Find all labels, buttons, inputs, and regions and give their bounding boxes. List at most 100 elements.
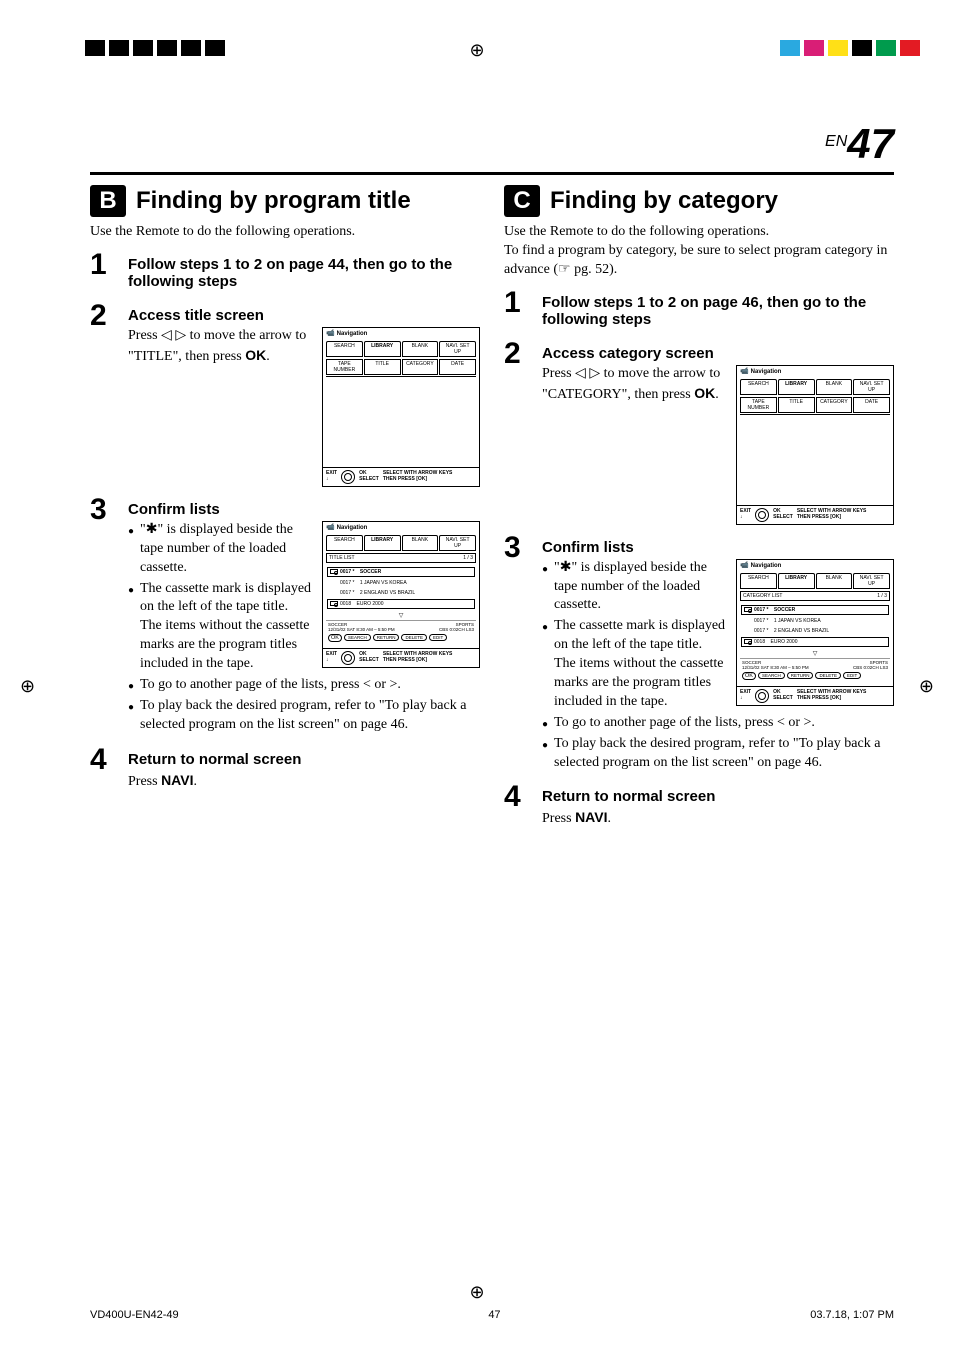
step-c1: 1 Follow steps 1 to 2 on page 46, then g… <box>504 288 894 331</box>
registration-mark-left: ⊕ <box>20 676 35 697</box>
intro-c: Use the Remote to do the following opera… <box>504 223 894 280</box>
tab: BLANK <box>402 535 439 551</box>
tab: TITLE <box>364 359 401 375</box>
step-heading: Return to normal screen <box>542 788 894 805</box>
nav-diagram-c-list: Navigation SEARCH LIBRARY BLANK NAVI. SE… <box>736 559 894 706</box>
step-heading: Follow steps 1 to 2 on page 46, then go … <box>542 294 894 328</box>
print-marks-top: ⊕ <box>0 0 954 70</box>
bullets: "✱" is displayed beside the tape number … <box>128 521 312 674</box>
nav-diagram-b-list: Navigation SEARCH LIBRARY BLANK NAVI. SE… <box>322 521 480 668</box>
tab: CATEGORY <box>402 359 439 375</box>
tab: BLANK <box>402 341 439 357</box>
title-c: Finding by category <box>550 187 778 215</box>
step-text: Press ◁ ▷ to move the arrow to "TITLE", … <box>128 327 312 367</box>
tab: NAVI. SET UP <box>439 341 476 357</box>
tab: LIBRARY <box>364 535 401 551</box>
cb <box>876 40 896 56</box>
cb <box>157 40 177 56</box>
bullets-cont: To go to another page of the lists, pres… <box>128 676 480 735</box>
step-num: 2 <box>90 301 114 487</box>
step-num: 1 <box>504 288 528 331</box>
tab: LIBRARY <box>364 341 401 357</box>
step-num: 3 <box>90 495 114 737</box>
title-b: Finding by program title <box>136 187 411 215</box>
step-heading: Follow steps 1 to 2 on page 44, then go … <box>128 256 480 290</box>
tab: CATEGORY <box>816 397 853 413</box>
step-num: 4 <box>90 745 114 792</box>
rule-top <box>90 172 894 175</box>
tab: BLANK <box>816 379 853 395</box>
bullet: The cassette mark is displayed on the le… <box>542 617 726 711</box>
step-b2: 2 Access title screen Press ◁ ▷ to move … <box>90 301 480 487</box>
en-label: EN <box>825 133 847 150</box>
step-b1: 1 Follow steps 1 to 2 on page 44, then g… <box>90 250 480 293</box>
dial-icon <box>341 470 355 484</box>
bullet: To go to another page of the lists, pres… <box>542 714 894 733</box>
step-heading: Return to normal screen <box>128 751 480 768</box>
step-heading: Confirm lists <box>542 539 894 556</box>
tab: LIBRARY <box>778 379 815 395</box>
nav-diagram-c-category: Navigation SEARCH LIBRARY BLANK NAVI. SE… <box>736 365 894 525</box>
dial-icon <box>341 651 355 665</box>
badge-c: C <box>504 185 540 217</box>
column-b: B Finding by program title Use the Remot… <box>90 185 480 837</box>
tab: SEARCH <box>740 379 777 395</box>
intro-b: Use the Remote to do the following opera… <box>90 223 480 242</box>
nav-title: Navigation <box>737 560 893 570</box>
bullet: "✱" is displayed beside the tape number … <box>542 559 726 616</box>
bullet: "✱" is displayed beside the tape number … <box>128 521 312 578</box>
tab: TAPE NUMBER <box>326 359 363 375</box>
step-num: 4 <box>504 782 528 829</box>
step-num: 1 <box>90 250 114 293</box>
step-heading: Access title screen <box>128 307 480 324</box>
color-strip-right <box>780 40 924 56</box>
bullets-cont: To go to another page of the lists, pres… <box>542 714 894 773</box>
tab: SEARCH <box>740 573 777 589</box>
registration-mark-top: ⊕ <box>469 40 484 61</box>
step-text: Press ◁ ▷ to move the arrow to "CATEGORY… <box>542 365 726 405</box>
color-strip-left <box>85 40 229 56</box>
cb <box>828 40 848 56</box>
step-c2: 2 Access category screen Press ◁ ▷ to mo… <box>504 339 894 525</box>
registration-mark-bottom: ⊕ <box>469 1282 484 1303</box>
step-heading: Access category screen <box>542 345 894 362</box>
tab: SEARCH <box>326 341 363 357</box>
cb <box>109 40 129 56</box>
cb <box>804 40 824 56</box>
tab: DATE <box>439 359 476 375</box>
badge-b: B <box>90 185 126 217</box>
cb <box>852 40 872 56</box>
tab: NAVI. SET UP <box>853 379 890 395</box>
column-c: C Finding by category Use the Remote to … <box>504 185 894 837</box>
step-c3: 3 Confirm lists "✱" is displayed beside … <box>504 533 894 775</box>
bullet: To play back the desired program, refer … <box>128 697 480 735</box>
tab: TAPE NUMBER <box>740 397 777 413</box>
footer-center: 47 <box>488 1309 500 1321</box>
cb <box>780 40 800 56</box>
nav-title: Navigation <box>737 366 893 376</box>
step-heading: Confirm lists <box>128 501 480 518</box>
dial-icon <box>755 689 769 703</box>
tab: TITLE <box>778 397 815 413</box>
tab: DATE <box>853 397 890 413</box>
footer-left: VD400U-EN42-49 <box>90 1309 179 1321</box>
step-b3: 3 Confirm lists "✱" is displayed beside … <box>90 495 480 737</box>
nav-title: Navigation <box>323 522 479 532</box>
step-num: 3 <box>504 533 528 775</box>
tab: NAVI. SET UP <box>853 573 890 589</box>
registration-mark-right: ⊕ <box>919 676 934 697</box>
nav-diagram-b-title: Navigation SEARCH LIBRARY BLANK NAVI. SE… <box>322 327 480 487</box>
cb <box>181 40 201 56</box>
tab: NAVI. SET UP <box>439 535 476 551</box>
cb <box>133 40 153 56</box>
tab: BLANK <box>816 573 853 589</box>
bullet: The cassette mark is displayed on the le… <box>128 580 312 674</box>
bullet: To go to another page of the lists, pres… <box>128 676 480 695</box>
bullet: To play back the desired program, refer … <box>542 735 894 773</box>
step-b4: 4 Return to normal screen Press NAVI. <box>90 745 480 792</box>
cb <box>205 40 225 56</box>
footer-right: 03.7.18, 1:07 PM <box>810 1309 894 1321</box>
page-num: 47 <box>847 120 894 167</box>
tab: SEARCH <box>326 535 363 551</box>
step-c4: 4 Return to normal screen Press NAVI. <box>504 782 894 829</box>
